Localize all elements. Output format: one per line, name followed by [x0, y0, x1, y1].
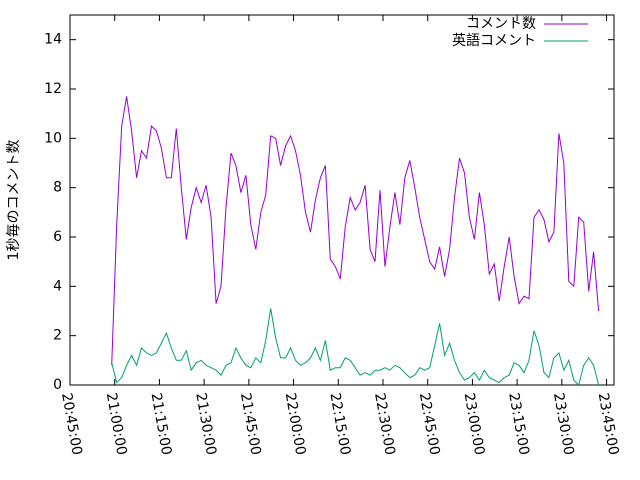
legend-label: コメント数: [466, 16, 536, 32]
y-tick-label: 14: [44, 32, 62, 48]
y-tick-label: 10: [44, 130, 62, 146]
plot-border: [69, 14, 615, 386]
y-tick-label: 12: [44, 81, 62, 97]
y-tick-label: 8: [53, 180, 62, 196]
x-tick-label: 22:30:00: [371, 392, 398, 457]
x-tick-label: 21:15:00: [148, 392, 175, 457]
y-axis-label: 1秒毎のコメント数: [6, 140, 22, 261]
x-tick-label: 21:45:00: [237, 392, 264, 457]
x-tick-label: 22:45:00: [416, 392, 443, 457]
x-tick-label: 20:45:00: [58, 392, 85, 457]
y-tick-label: 6: [53, 229, 62, 245]
y-tick-label: 2: [53, 328, 62, 344]
x-tick-label: 22:00:00: [282, 392, 309, 457]
x-tick-label: 22:15:00: [326, 392, 353, 457]
x-tick-label: 21:30:00: [192, 392, 219, 457]
x-tick-label: 23:15:00: [505, 392, 532, 457]
y-tick-label: 4: [53, 278, 62, 294]
x-tick-label: 23:30:00: [550, 392, 577, 457]
x-tick-label: 23:45:00: [595, 392, 622, 457]
data-line: [111, 96, 600, 366]
x-tick-label: 21:00:00: [103, 392, 130, 457]
data-line: [111, 308, 600, 386]
y-tick-label: 0: [53, 377, 62, 393]
legend-label: 英語コメント: [452, 32, 536, 49]
x-tick-label: 23:00:00: [461, 392, 488, 457]
